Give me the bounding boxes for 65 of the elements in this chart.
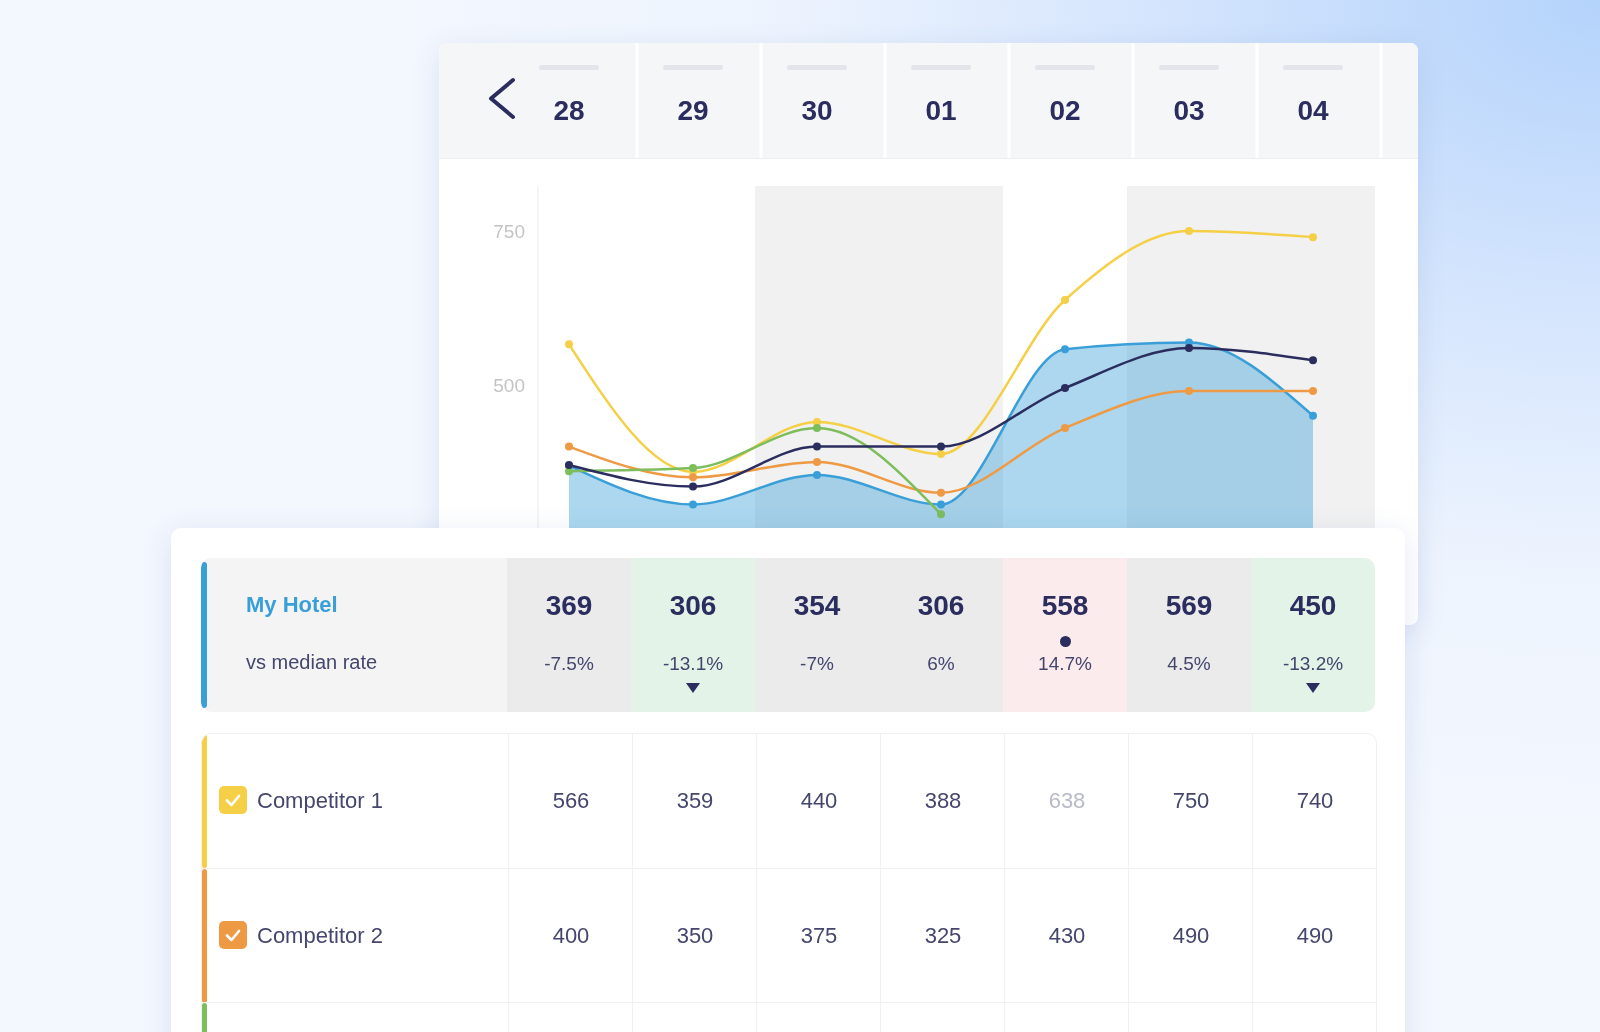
text: -7.5% [543,653,595,675]
data-label: 566 [551,788,591,814]
data-label: 430 [1047,923,1087,949]
data-label: 558 [1040,590,1090,622]
point [1309,411,1317,420]
point [937,442,945,451]
point [689,500,697,509]
point [1061,384,1069,393]
legend-label: Competitor 1 [257,788,383,814]
text: -13.1% [661,653,725,675]
data-label: 569 [1164,590,1214,622]
point [813,424,821,433]
point [937,500,945,509]
data-label: 306 [668,590,718,622]
point [1185,226,1193,235]
x-tick-label: 02 [1049,94,1081,126]
data-label: 306 [916,590,966,622]
point [1185,344,1193,352]
point [1309,356,1317,365]
x-tick-label: 01 [925,94,957,126]
text: 14.7% [1037,653,1093,675]
text: -7% [799,653,835,675]
data-label: 490 [1295,923,1335,949]
x-tick-label: 04 [1297,94,1329,126]
point [689,473,697,482]
point [1061,295,1069,304]
point [1185,387,1193,396]
point [565,340,573,349]
x-tick-label: 28 [553,94,585,126]
text: vs median rate [246,651,378,674]
data-label: 325 [923,923,963,949]
text: -13.2% [1281,653,1345,675]
data-label: 388 [923,788,963,814]
point [813,470,821,479]
point [937,510,945,519]
text: 4.5% [1166,653,1212,675]
x-tick-label: 29 [677,94,709,126]
data-label: 350 [675,923,715,949]
point [1061,424,1069,433]
data-label: 740 [1295,788,1335,814]
text: My Hotel [246,592,338,618]
point [813,442,821,451]
data-label: 375 [799,923,839,949]
data-label: 400 [551,923,591,949]
data-label: 440 [799,788,839,814]
legend-label: Competitor 2 [257,923,383,949]
y-tick-label: 500 [493,374,525,396]
x-tick-label: 03 [1173,94,1205,126]
point [1309,233,1317,242]
data-label: 354 [792,590,842,622]
data-label: 638 [1047,788,1087,814]
text: 6% [926,653,956,675]
data-label: 450 [1288,590,1338,622]
data-label: 490 [1171,923,1211,949]
point [1061,345,1069,354]
point [937,449,945,458]
data-label: 369 [544,590,594,622]
point [937,488,945,497]
point [813,457,821,466]
point [1309,387,1317,396]
data-label: 750 [1171,788,1211,814]
x-tick-label: 30 [801,94,833,126]
point [565,442,573,451]
point [689,482,697,491]
data-label: 359 [675,788,715,814]
